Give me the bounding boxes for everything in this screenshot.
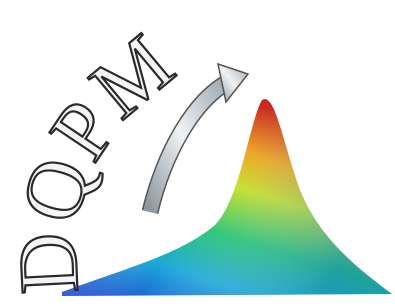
page: DQPM (() => { const data = JSON.parse(do… [0,0,395,307]
logo: DQPM [0,0,395,307]
